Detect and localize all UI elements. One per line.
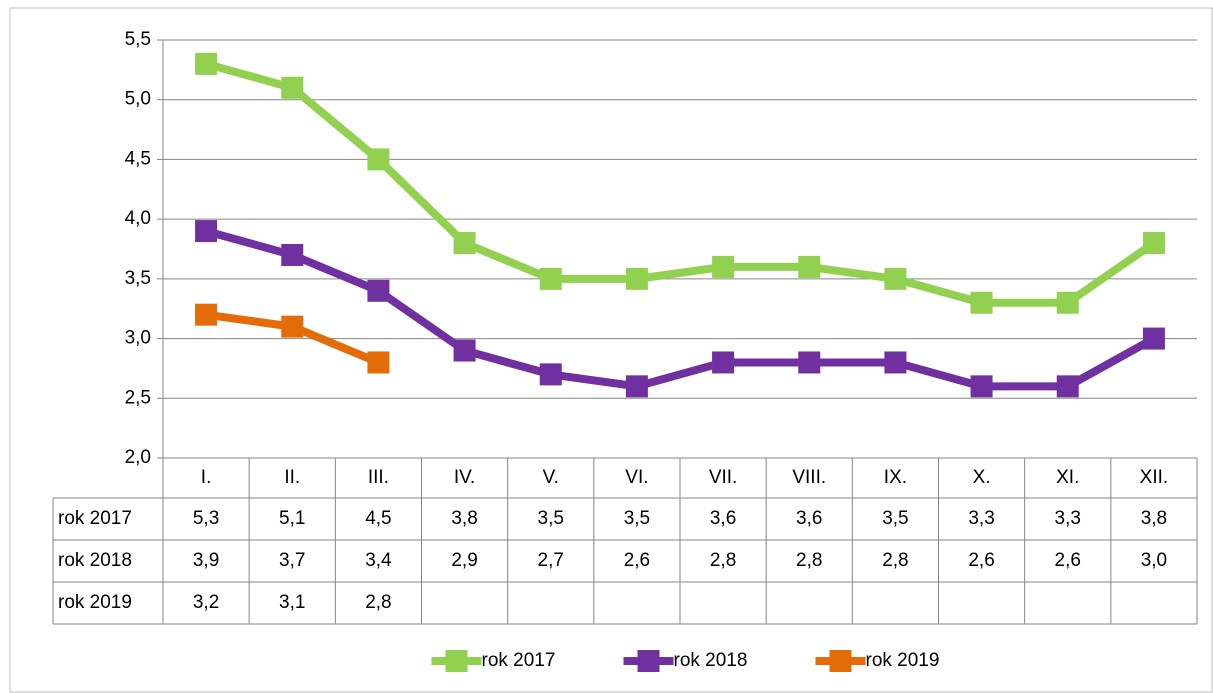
y-tick-label: 2,5 bbox=[125, 387, 151, 408]
y-tick-label: 5,0 bbox=[125, 89, 151, 110]
table-row-header: rok 2019 bbox=[58, 592, 132, 613]
table-cell: 2,6 bbox=[1055, 550, 1081, 571]
table-cell: 5,3 bbox=[193, 508, 219, 529]
marker bbox=[625, 375, 648, 398]
table-cell: 3,8 bbox=[451, 508, 477, 529]
x-tick-label: VI. bbox=[625, 467, 648, 488]
marker bbox=[1142, 327, 1165, 350]
legend-label: rok 2018 bbox=[674, 650, 748, 671]
marker bbox=[539, 267, 562, 290]
marker bbox=[367, 279, 390, 302]
table-cell: 2,7 bbox=[538, 550, 564, 571]
table-cell: 3,2 bbox=[193, 592, 219, 613]
x-tick-label: VIII. bbox=[792, 467, 826, 488]
table-cell: 3,6 bbox=[796, 508, 822, 529]
table-cell: 3,5 bbox=[624, 508, 650, 529]
x-tick-label: II. bbox=[284, 467, 300, 488]
marker bbox=[712, 351, 735, 374]
table-cell: 3,3 bbox=[1055, 508, 1081, 529]
x-tick-label: VII. bbox=[709, 467, 738, 488]
marker bbox=[798, 351, 821, 374]
table-cell: 5,1 bbox=[279, 508, 305, 529]
marker bbox=[281, 76, 304, 99]
x-tick-label: I. bbox=[201, 467, 212, 488]
marker bbox=[1142, 232, 1165, 255]
marker bbox=[798, 255, 821, 278]
y-tick-label: 3,5 bbox=[125, 268, 151, 289]
marker bbox=[1056, 291, 1079, 314]
marker bbox=[884, 351, 907, 374]
series-line bbox=[205, 60, 1157, 307]
table-cell: 3,4 bbox=[365, 550, 392, 571]
table-cell: 3,3 bbox=[968, 508, 994, 529]
table-cell: 3,6 bbox=[710, 508, 736, 529]
x-tick-label: IV. bbox=[454, 467, 476, 488]
table-cell: 4,5 bbox=[365, 508, 391, 529]
table-cell: 3,9 bbox=[193, 550, 219, 571]
marker bbox=[453, 232, 476, 255]
table-row-header: rok 2017 bbox=[58, 508, 132, 529]
marker bbox=[884, 267, 907, 290]
marker bbox=[453, 339, 476, 362]
y-tick-label: 4,5 bbox=[125, 148, 151, 169]
table-cell: 3,1 bbox=[279, 592, 305, 613]
table-cell: 2,8 bbox=[882, 550, 908, 571]
x-tick-label: X. bbox=[973, 467, 991, 488]
chart-border bbox=[9, 7, 1213, 693]
table-cell: 3,7 bbox=[279, 550, 305, 571]
legend-marker bbox=[637, 650, 660, 672]
marker bbox=[367, 351, 390, 374]
y-tick-label: 2,0 bbox=[125, 447, 151, 468]
table-cell: 2,8 bbox=[796, 550, 822, 571]
table-cell: 2,9 bbox=[451, 550, 477, 571]
table-cell: 2,6 bbox=[624, 550, 650, 571]
table-cell: 2,8 bbox=[365, 592, 391, 613]
table-cell: 3,8 bbox=[1141, 508, 1167, 529]
x-tick-label: V. bbox=[543, 467, 559, 488]
x-tick-label: III. bbox=[368, 467, 389, 488]
legend-label: rok 2017 bbox=[482, 650, 556, 671]
marker bbox=[712, 255, 735, 278]
y-tick-label: 3,0 bbox=[125, 328, 151, 349]
table-cell: 2,8 bbox=[710, 550, 736, 571]
marker bbox=[970, 375, 993, 398]
x-tick-label: XI. bbox=[1056, 467, 1079, 488]
legend-marker bbox=[829, 650, 852, 672]
marker bbox=[625, 267, 648, 290]
x-tick-label: XII. bbox=[1140, 467, 1169, 488]
marker bbox=[281, 315, 304, 338]
table-cell: 3,5 bbox=[538, 508, 564, 529]
legend-label: rok 2019 bbox=[866, 650, 940, 671]
table-cell: 3,0 bbox=[1141, 550, 1167, 571]
table-cell: 3,5 bbox=[882, 508, 908, 529]
legend-marker bbox=[445, 650, 468, 672]
y-tick-label: 5,5 bbox=[125, 29, 151, 50]
table-cell: 2,6 bbox=[968, 550, 994, 571]
marker bbox=[1056, 375, 1079, 398]
marker bbox=[970, 291, 993, 314]
marker bbox=[367, 148, 390, 171]
x-tick-label: IX. bbox=[884, 467, 907, 488]
table-row-header: rok 2018 bbox=[58, 550, 132, 571]
marker bbox=[195, 303, 218, 326]
marker bbox=[281, 243, 304, 266]
marker bbox=[195, 220, 218, 243]
marker bbox=[195, 52, 218, 75]
marker bbox=[539, 363, 562, 386]
y-tick-label: 4,0 bbox=[125, 208, 151, 229]
series-line bbox=[205, 227, 1156, 391]
